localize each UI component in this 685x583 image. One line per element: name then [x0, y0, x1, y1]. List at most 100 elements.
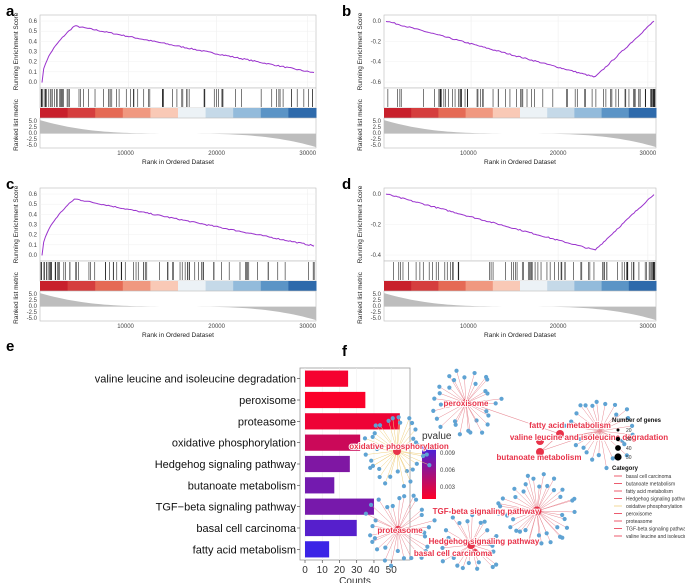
x-axis-label: Rank in Ordered Dataset — [484, 159, 556, 166]
legend-tick: 0.009 — [440, 451, 456, 457]
rank-color-band — [288, 108, 317, 118]
category-legend-label: peroxisome — [626, 512, 652, 518]
gene-edge — [536, 500, 573, 512]
gene-node — [362, 436, 368, 441]
gene-edge — [397, 520, 435, 531]
gene-node — [562, 423, 567, 428]
gene-node — [457, 520, 462, 526]
gene-node — [494, 533, 499, 539]
gene-edge — [500, 506, 538, 512]
gene-node — [434, 416, 439, 421]
legend-tick: 0.006 — [440, 468, 456, 474]
es-tick-label: 0.0 — [29, 80, 38, 86]
pathway-label: valine leucine and isoleucine degradatio… — [510, 433, 668, 442]
gene-edge — [470, 521, 485, 546]
gene-node — [622, 442, 627, 447]
gene-edge — [470, 522, 481, 546]
bar-3 — [305, 434, 361, 451]
es-curve — [385, 193, 655, 251]
x-tick-label: 20000 — [550, 151, 567, 157]
gene-node — [496, 501, 501, 506]
gene-node — [396, 415, 401, 420]
gene-node — [422, 530, 427, 535]
category-label: valine leucine and isoleucine degradatio… — [95, 374, 296, 386]
es-frame — [383, 14, 657, 89]
rank-color-band — [40, 281, 69, 291]
gene-node — [395, 548, 400, 554]
gene-node — [382, 558, 388, 563]
gene-node — [496, 511, 501, 516]
gene-edge — [397, 498, 400, 531]
x-tick-label: 30 — [351, 565, 363, 576]
bar-1 — [305, 391, 366, 409]
gsea-plot-b: 0.0 -0.2 -0.4 -0.6 Running Enrichment Score 5… — [357, 12, 657, 166]
pathway-hub-node — [536, 448, 544, 456]
metric-tick-label: 0.0 — [373, 131, 382, 137]
es-tick-label: 0.1 — [29, 70, 38, 76]
rank-color-band — [601, 281, 630, 291]
x-tick-label: 10000 — [117, 324, 134, 330]
es-tick-label: 0.2 — [29, 60, 38, 66]
size-legend-value: 50 — [626, 455, 632, 461]
bar-2 — [305, 413, 400, 430]
gene-edge — [396, 422, 401, 452]
gene-edge — [470, 544, 478, 569]
es-tick-label: 0.0 — [373, 19, 382, 25]
gene-node — [624, 453, 629, 458]
gene-node — [426, 525, 432, 530]
gene-node — [377, 423, 383, 428]
gene-node — [514, 528, 519, 533]
category-legend-label: fatty acid metabolism — [626, 489, 673, 495]
gene-node — [413, 497, 419, 502]
gene-edge — [599, 430, 628, 456]
gene-node — [390, 503, 395, 509]
rank-color-band — [40, 108, 69, 118]
rank-color-band — [95, 281, 124, 291]
gene-node — [490, 543, 495, 548]
gene-node — [369, 458, 374, 463]
rank-color-band — [601, 108, 630, 118]
gene-edge — [470, 544, 497, 565]
es-curve — [385, 20, 655, 78]
gene-node — [560, 487, 565, 492]
gene-node — [523, 528, 528, 533]
gene-edge — [365, 513, 399, 531]
gene-node — [363, 452, 368, 457]
pathway-label: oxidative phosphorylation — [349, 442, 449, 451]
metric-tick-label: -5.0 — [371, 143, 382, 149]
gene-edge — [392, 505, 399, 531]
gene-node — [432, 518, 437, 523]
gene-node — [624, 407, 630, 412]
gene-node — [486, 413, 491, 418]
gene-edge — [459, 522, 472, 546]
gene-node — [596, 453, 601, 458]
gene-node — [397, 496, 402, 501]
gene-edge — [396, 422, 413, 452]
gene-edge — [439, 393, 467, 404]
pathway-label: butanoate metabolism — [497, 453, 582, 462]
gene-node — [377, 466, 382, 472]
gene-edge — [591, 430, 601, 460]
es-tick-label: 0.2 — [29, 233, 38, 239]
gene-edge — [397, 529, 428, 547]
gene-edge — [434, 398, 467, 404]
gene-edge — [397, 496, 405, 531]
gene-edge — [536, 496, 561, 512]
category-label: butanoate metabolism — [188, 480, 296, 492]
es-curve — [41, 198, 315, 256]
rank-color-band — [260, 108, 289, 118]
gene-edge — [516, 510, 538, 531]
pathway-bar-chart: 0 10 20 30 40 50 Counts valine leucine and isol… — [95, 367, 456, 583]
gene-edge — [397, 529, 426, 552]
gene-node — [570, 498, 575, 503]
gene-edge — [527, 510, 538, 543]
gene-edge — [375, 425, 398, 452]
x-tick-label: 40 — [368, 565, 380, 576]
es-tick-label: -0.4 — [371, 60, 382, 66]
gene-edge — [453, 379, 467, 404]
gene-node — [374, 446, 380, 452]
gene-edge — [599, 430, 607, 469]
category-label: fatty acid metabolism — [193, 544, 296, 556]
gene-node — [466, 560, 471, 566]
gene-edge — [507, 510, 538, 516]
